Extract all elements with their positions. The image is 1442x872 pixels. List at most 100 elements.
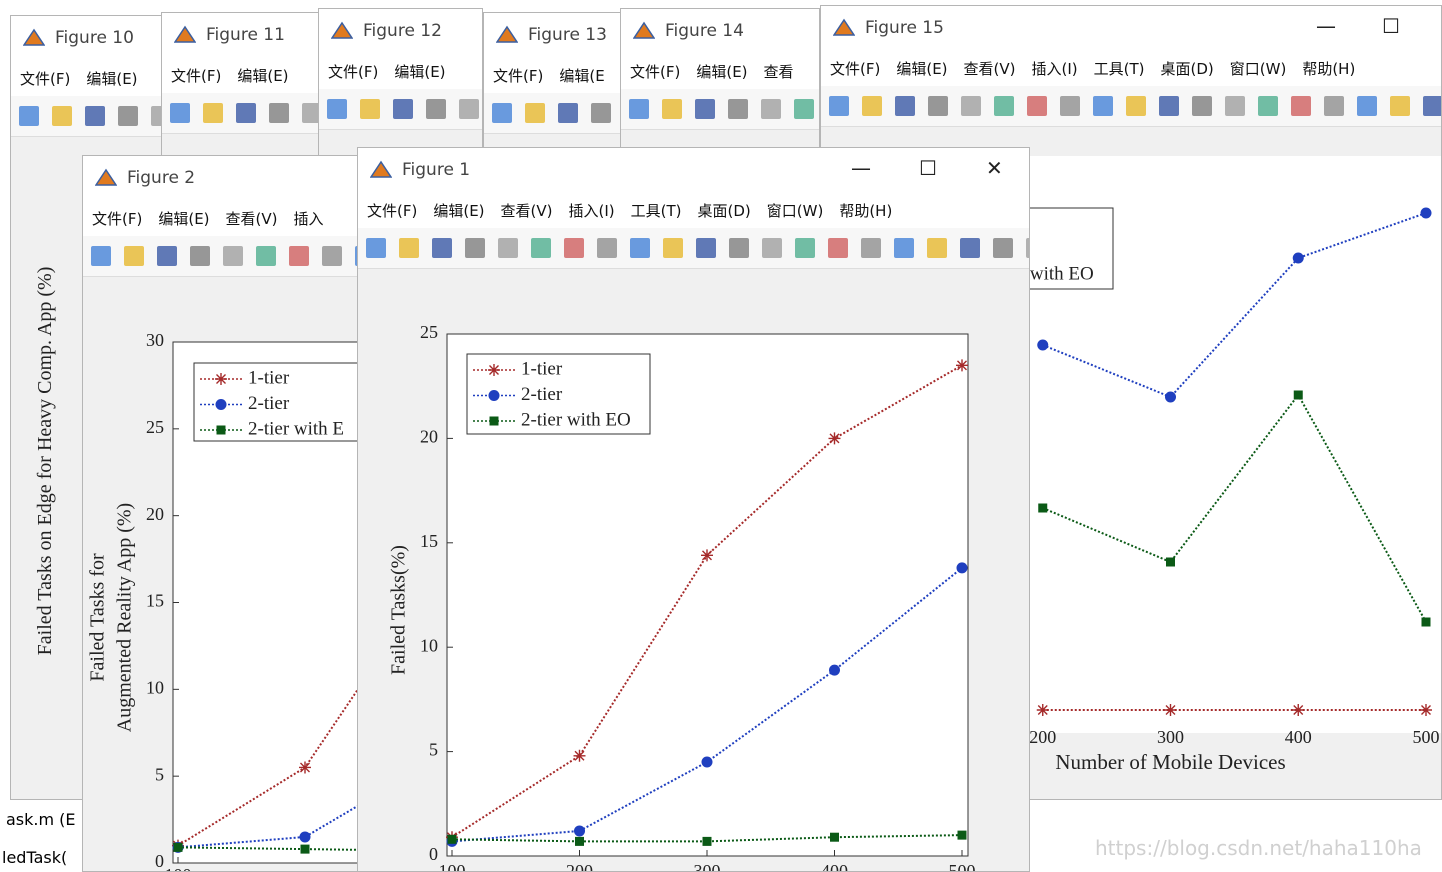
window-title: Figure 11	[206, 25, 285, 45]
menu-item[interactable]: 文件(F)	[171, 65, 221, 86]
app-icon-shape	[175, 27, 195, 42]
legend-marker	[216, 399, 227, 410]
menu-item[interactable]: 文件(F)	[493, 65, 543, 86]
toolbar-icons	[621, 89, 820, 129]
data-point	[701, 549, 713, 561]
title-bar[interactable]: Figure 12	[319, 9, 482, 53]
toolbar-icon[interactable]	[629, 99, 649, 119]
data-point	[1421, 208, 1432, 219]
legend-label: 2-tier with EO	[521, 409, 631, 430]
legend-marker	[217, 426, 226, 435]
y-axis-label: Failed Tasks for	[87, 553, 109, 682]
menu-item[interactable]: 编辑(E)	[237, 65, 288, 86]
legend-marker	[490, 417, 499, 426]
data-point	[956, 359, 968, 371]
data-point	[574, 750, 586, 762]
y-axis-label: Failed Tasks(%)	[388, 545, 410, 675]
x-tick-label: 500	[1413, 727, 1440, 747]
data-point	[300, 831, 311, 842]
toolbar-icon[interactable]	[761, 99, 781, 119]
data-point	[830, 833, 839, 842]
toolbar-icon[interactable]	[393, 99, 413, 119]
x-tick-label: 100	[165, 865, 192, 872]
legend-label: 2-tier	[521, 384, 563, 405]
y-tick-label: 15	[146, 591, 164, 611]
y-tick-label: 20	[146, 504, 164, 524]
data-point	[702, 757, 713, 768]
legend-label: 1-tier	[521, 358, 563, 379]
editor-panel: ask.m (E ledTask(	[0, 800, 82, 872]
toolbar-icon[interactable]	[558, 103, 578, 123]
data-point	[1038, 504, 1047, 513]
toolbar-icon[interactable]	[728, 99, 748, 119]
toolbar-icon[interactable]	[426, 99, 446, 119]
app-icon	[331, 20, 353, 42]
menu-item[interactable]: 查看	[764, 61, 794, 82]
data-point	[957, 562, 968, 573]
toolbar-icon[interactable]	[327, 99, 347, 119]
title-bar[interactable]: Figure 14	[621, 9, 819, 53]
legend-marker	[489, 390, 500, 401]
x-tick-label: 400	[821, 861, 848, 872]
screen: ask.m (E ledTask( https://blog.csdn.net/…	[0, 0, 1442, 872]
menu-item[interactable]: 编辑(E)	[696, 61, 747, 82]
editor-line: ledTask(	[2, 848, 67, 867]
figure-window[interactable]: Figure 1—☐✕文件(F)编辑(E)查看(V)插入(I)工具(T)桌面(D…	[357, 147, 1030, 872]
toolbar-icon[interactable]	[695, 99, 715, 119]
data-point	[174, 843, 183, 852]
legend-label: 2-tier with E	[248, 418, 344, 439]
menu-item[interactable]: 文件(F)	[328, 61, 378, 82]
title-bar[interactable]: Figure 11	[162, 13, 320, 57]
y-tick-label: 20	[420, 427, 438, 447]
toolbar-icon[interactable]	[360, 99, 380, 119]
y-tick-label: 30	[146, 330, 164, 350]
toolbar-icon[interactable]	[269, 103, 289, 123]
toolbar	[621, 89, 819, 130]
y-tick-label: 5	[155, 764, 164, 784]
editor-tab[interactable]: ask.m (E	[6, 810, 76, 829]
toolbar-icon[interactable]	[662, 99, 682, 119]
data-point	[1165, 392, 1176, 403]
x-tick-label: 500	[949, 861, 976, 872]
title-bar[interactable]: Figure 13	[484, 13, 622, 57]
data-point	[574, 825, 585, 836]
figure-window[interactable]: Figure 2文件(F)编辑(E)查看(V)插入051015202530100…	[82, 155, 382, 872]
toolbar-icon[interactable]	[794, 99, 814, 119]
app-icon-shape	[634, 23, 654, 38]
x-tick-label: 300	[694, 861, 721, 872]
app-icon	[174, 24, 196, 46]
toolbar-icon[interactable]	[525, 103, 545, 123]
x-tick-label: 200	[1029, 727, 1056, 747]
menu-bar: 文件(F) 编辑(E)	[162, 57, 320, 93]
x-axis-label: Number of Mobile Devices	[1055, 750, 1285, 774]
data-point	[1422, 618, 1431, 627]
toolbar-icon[interactable]	[203, 103, 223, 123]
data-point	[1420, 704, 1432, 716]
data-point	[575, 837, 584, 846]
window-title: Figure 12	[363, 21, 442, 41]
menu-item[interactable]: 文件(F)	[630, 61, 680, 82]
menu-bar: 文件(F) 编辑(E)	[319, 53, 482, 89]
menu-bar: 文件(F) 编辑(E) 查看	[621, 53, 819, 89]
data-point	[299, 761, 311, 773]
y-tick-label: 25	[146, 417, 164, 437]
toolbar-icon[interactable]	[492, 103, 512, 123]
data-point	[1293, 253, 1304, 264]
toolbar-icon[interactable]	[459, 99, 479, 119]
x-tick-label: 300	[1157, 727, 1184, 747]
legend-label: 2-tier	[248, 393, 290, 414]
plot-area: 051015202530100Failed Tasks forAugmented…	[83, 156, 382, 872]
plot-area: 0510152025100200300400500Failed Tasks(%)…	[358, 148, 1030, 872]
y-tick-label: 0	[429, 844, 438, 864]
data-point	[1166, 558, 1175, 567]
toolbar-icon[interactable]	[170, 103, 190, 123]
menu-item[interactable]: 编辑(E	[559, 65, 604, 86]
app-icon	[633, 20, 655, 42]
y-tick-label: 5	[429, 740, 438, 760]
toolbar-icon[interactable]	[236, 103, 256, 123]
toolbar	[319, 89, 482, 130]
menu-item[interactable]: 编辑(E)	[394, 61, 445, 82]
toolbar-icons	[162, 93, 321, 133]
toolbar-icons	[484, 93, 623, 133]
toolbar-icon[interactable]	[591, 103, 611, 123]
